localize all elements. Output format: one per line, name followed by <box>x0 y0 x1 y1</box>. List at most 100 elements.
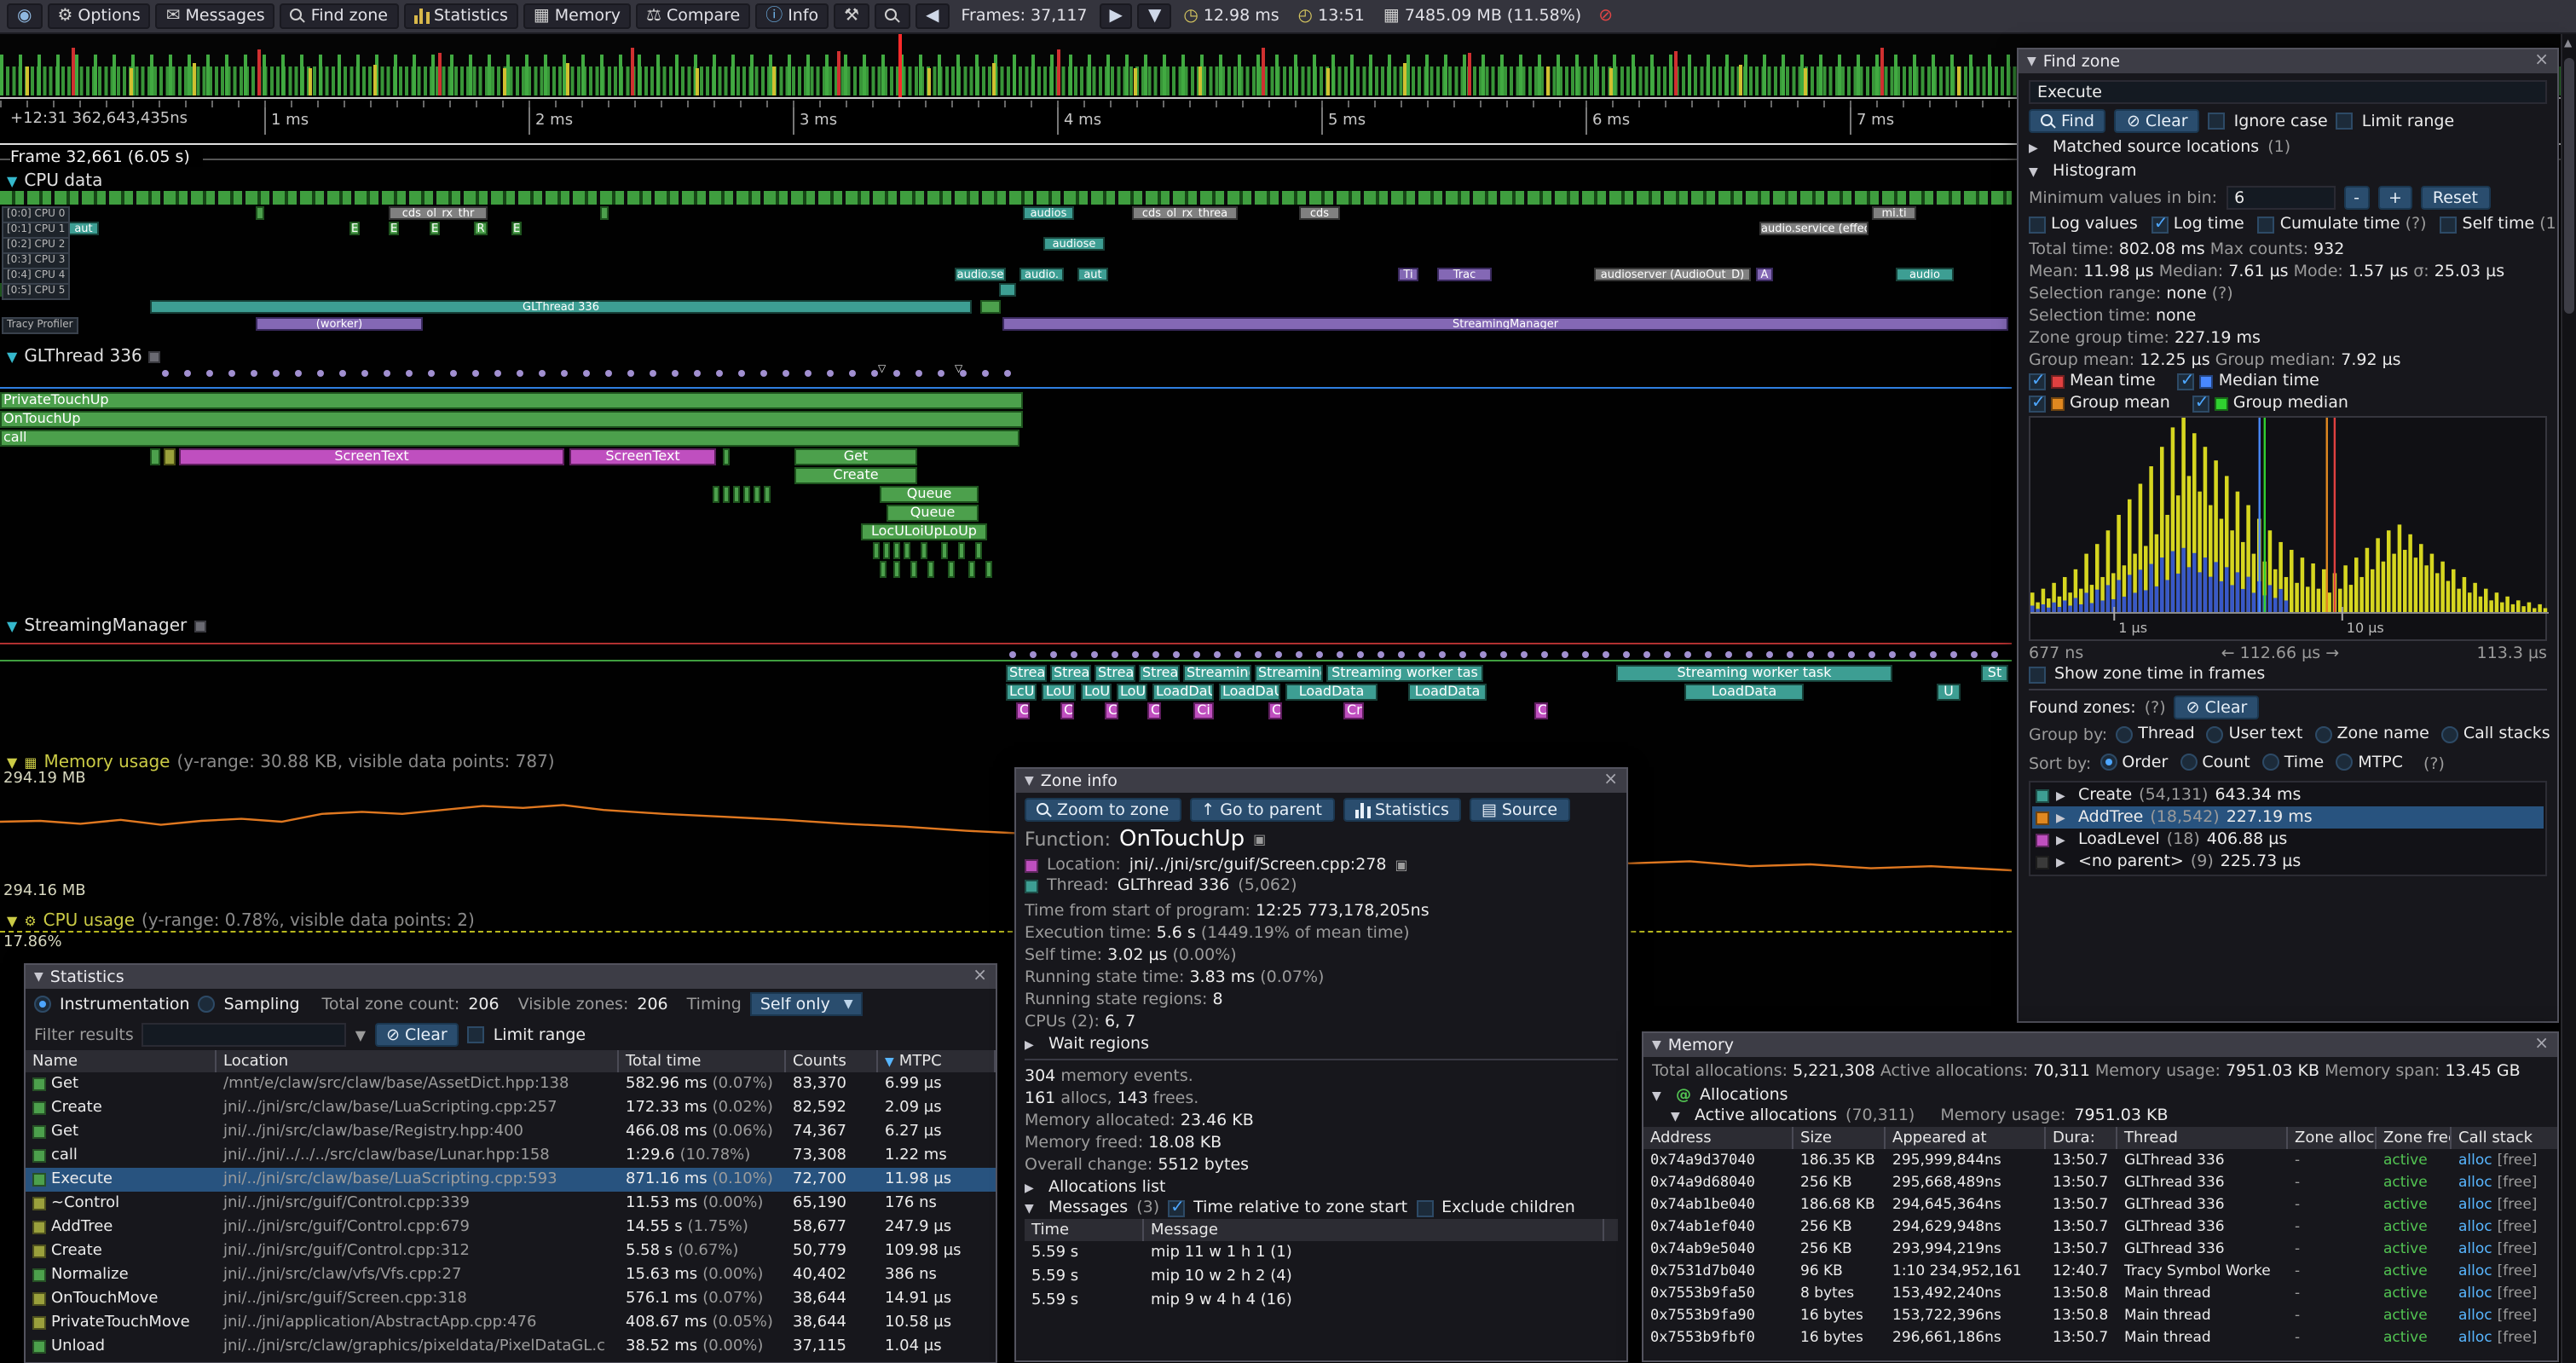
expand-icon[interactable]: ▶ <box>2056 855 2065 869</box>
zone[interactable]: LoadDaU <box>1152 684 1214 701</box>
allocations-toggle[interactable]: Allocations <box>1700 1086 1788 1105</box>
option-cumulate-time[interactable]: Cumulate time (?) <box>2257 215 2427 234</box>
alloc-link[interactable]: alloc <box>2458 1152 2492 1169</box>
message-dot[interactable] <box>760 370 767 377</box>
zone[interactable] <box>893 561 900 578</box>
zone[interactable] <box>999 283 1016 297</box>
frame-label[interactable]: Frame 32,661 (6.05 s) <box>10 148 204 167</box>
zone[interactable] <box>164 448 176 465</box>
column-header[interactable]: Counts <box>786 1050 878 1072</box>
group-by-user-text[interactable]: User text <box>2206 725 2303 743</box>
zone[interactable]: mi.ti <box>1872 206 1916 220</box>
zone[interactable]: LoU <box>1081 684 1112 701</box>
zone[interactable]: Create <box>794 467 917 484</box>
allocation-row[interactable]: 0x74ab1be040 186.68 KB 294,645,364ns 13:50.… <box>1643 1193 2557 1216</box>
message-dot[interactable] <box>1112 651 1118 658</box>
zone[interactable]: Strea <box>1139 665 1180 682</box>
free-link[interactable]: [free] <box>2497 1218 2538 1235</box>
message-dot[interactable] <box>672 370 679 377</box>
group-by-zone-name[interactable]: Zone name <box>2314 725 2429 743</box>
clear-button[interactable]: ⊘ Clear <box>2114 109 2200 133</box>
zone[interactable]: Strea <box>1050 665 1091 682</box>
column-header[interactable]: ▼ MTPC <box>878 1050 996 1072</box>
zone[interactable] <box>893 542 900 559</box>
message-dot[interactable] <box>1091 651 1098 658</box>
zone[interactable] <box>941 542 948 559</box>
zone[interactable]: StreamingManager <box>1002 317 2008 331</box>
message-dot[interactable] <box>893 370 900 377</box>
allocation-row[interactable]: 0x7553b9fa50 8 bytes 153,492,240ns 13:50.8 M… <box>1643 1282 2557 1304</box>
collapse-icon[interactable]: ▼ <box>7 619 18 634</box>
alloc-link[interactable]: alloc <box>2458 1174 2492 1191</box>
message-dot[interactable] <box>1787 651 1793 658</box>
zone[interactable]: Ti <box>1398 268 1418 281</box>
sort-by-order[interactable]: Order <box>2099 753 2168 771</box>
allocation-row[interactable]: 0x74a9d68040 256 KB 295,668,489ns 13:50.7 GL… <box>1643 1171 2557 1193</box>
source-button[interactable]: ▤ Source <box>1469 798 1570 822</box>
show-zone-time-checkbox[interactable] <box>2029 666 2046 683</box>
zone[interactable]: Cr <box>1343 702 1364 719</box>
memory-titlebar[interactable]: ▼ Memory × <box>1643 1033 2557 1057</box>
message-dot[interactable] <box>406 370 413 377</box>
zone[interactable]: E <box>430 222 440 235</box>
reset-button[interactable]: Reset <box>2420 186 2490 210</box>
zone[interactable]: LoadDaU <box>1219 684 1280 701</box>
free-link[interactable]: [free] <box>2497 1329 2538 1346</box>
group-by-thread[interactable]: Thread <box>2116 725 2195 743</box>
message-dot[interactable] <box>1337 651 1343 658</box>
column-header[interactable]: Time <box>1025 1219 1144 1241</box>
allocation-row[interactable]: 0x7553b9fbf0 16 bytes 296,661,186ns 13:50.7… <box>1643 1326 2557 1349</box>
column-header[interactable]: Appeared at <box>1886 1127 2046 1149</box>
message-dot[interactable] <box>1132 651 1139 658</box>
zone[interactable] <box>948 561 955 578</box>
scroll-up-icon[interactable]: ▲ <box>2564 38 2573 49</box>
collapse-icon[interactable]: ▼ <box>7 349 18 365</box>
zone-group-row[interactable]: ▶ LoadLevel (18) 406.88 µs <box>2032 829 2544 851</box>
message-dot[interactable] <box>1357 651 1364 658</box>
message-dot[interactable] <box>1582 651 1589 658</box>
message-dot[interactable] <box>1004 370 1011 377</box>
zone[interactable] <box>958 542 965 559</box>
collapse-icon[interactable]: ▼ <box>1652 1038 1661 1052</box>
allocation-row[interactable]: 0x7531d7b040 96 KB 1:10 234,952,161 12:40.7… <box>1643 1260 2557 1282</box>
message-dot[interactable] <box>273 370 280 377</box>
message-dot[interactable] <box>1705 651 1712 658</box>
message-dot[interactable] <box>849 370 856 377</box>
clear-found-button[interactable]: ⊘ Clear <box>2174 696 2260 719</box>
message-dot[interactable] <box>1664 651 1671 658</box>
search-button[interactable] <box>875 3 911 29</box>
go-to-parent-button[interactable]: ↑ Go to parent <box>1189 798 1334 822</box>
legend-median-time[interactable]: Median time <box>2177 371 2319 390</box>
zone[interactable]: Streaming worker task <box>1616 665 1892 682</box>
scrollbar-thumb[interactable] <box>2564 58 2574 314</box>
message-dot[interactable] <box>1603 651 1609 658</box>
zone[interactable]: LoadData <box>1285 684 1378 701</box>
alloc-link[interactable]: alloc <box>2458 1329 2492 1346</box>
collapse-icon[interactable]: ▼ <box>7 755 18 771</box>
column-header[interactable]: Location <box>217 1050 619 1072</box>
zone[interactable]: ScreenText <box>179 448 564 465</box>
message-dot[interactable] <box>827 370 834 377</box>
alloc-link[interactable]: alloc <box>2458 1196 2492 1213</box>
message-dot[interactable] <box>228 370 235 377</box>
message-dot[interactable] <box>517 370 523 377</box>
help-icon[interactable]: (?) <box>2144 698 2166 717</box>
zone[interactable] <box>880 561 887 578</box>
prev-frame-button[interactable]: ◀ <box>915 3 950 29</box>
zone[interactable]: C <box>1060 702 1074 719</box>
message-dot[interactable] <box>1296 651 1302 658</box>
column-header[interactable]: Address <box>1643 1127 1793 1149</box>
message-dot[interactable] <box>450 370 457 377</box>
message-dot[interactable] <box>1766 651 1773 658</box>
message-dot[interactable] <box>627 370 634 377</box>
statistics-titlebar[interactable]: ▼ Statistics × <box>26 965 996 989</box>
streaming-manager-header[interactable]: ▼ StreamingManager <box>7 617 206 636</box>
message-dot[interactable] <box>1275 651 1282 658</box>
cpu-data-header[interactable]: ▼ CPU data <box>7 172 102 191</box>
zone[interactable]: (worker) <box>256 317 423 331</box>
legend-group-median[interactable]: Group median <box>2192 393 2348 413</box>
legend-group-mean[interactable]: Group mean <box>2029 393 2170 413</box>
message-dot[interactable] <box>251 370 257 377</box>
statistics-button[interactable]: Statistics <box>1343 798 1461 822</box>
options-button[interactable]: ⚙ Options <box>47 3 151 29</box>
